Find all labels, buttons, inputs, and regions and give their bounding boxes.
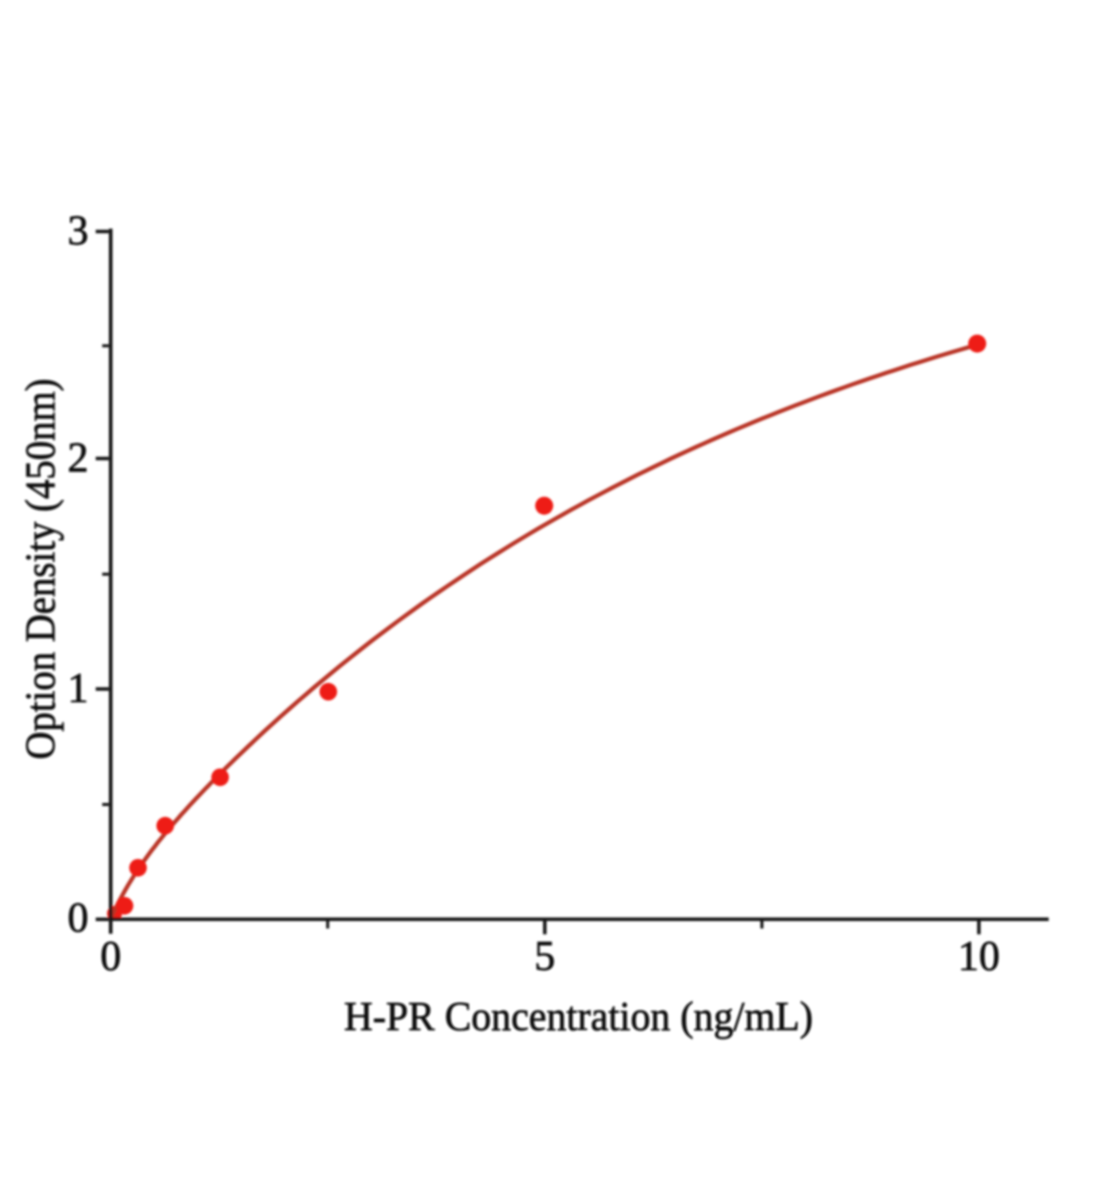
svg-text:2: 2 (68, 436, 89, 482)
svg-text:1: 1 (68, 666, 89, 712)
svg-text:H-PR Concentration (ng/mL): H-PR Concentration (ng/mL) (344, 993, 813, 1039)
svg-text:0: 0 (100, 934, 121, 980)
svg-text:5: 5 (534, 934, 555, 980)
svg-text:0: 0 (68, 896, 89, 942)
svg-text:10: 10 (958, 934, 1000, 980)
svg-text:Option Density (450nm): Option Density (450nm) (19, 379, 65, 760)
svg-text:3: 3 (68, 209, 89, 255)
